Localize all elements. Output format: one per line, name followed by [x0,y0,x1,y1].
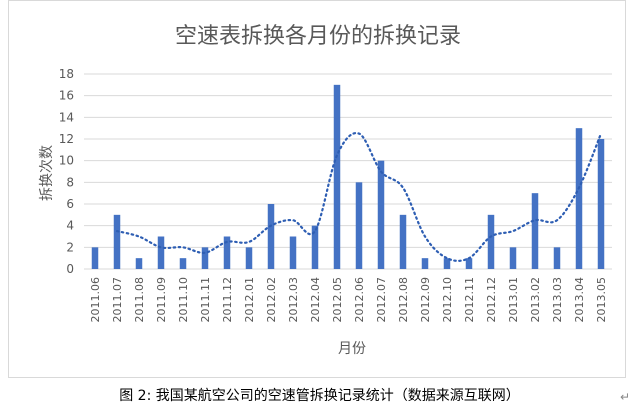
y-tick-label: 12 [59,132,74,146]
bar-2011.10 [179,258,187,269]
x-axis-label: 月份 [338,341,366,357]
bar-2013.01 [509,247,517,269]
bar-2012.03 [289,236,297,269]
x-tick-label: 2013.03 [551,277,564,323]
bar-2012.11 [465,258,473,269]
y-tick-label: 18 [59,67,74,81]
x-tick-label: 2013.04 [573,277,586,323]
y-tick-label: 6 [66,197,74,211]
bar-2011.09 [157,236,165,269]
x-tick-labels: 2011.06 2011.07 2011.08 2011.09 2011.10 2011.… [89,277,608,323]
x-tick-label: 2012.04 [309,277,322,323]
bar-series [91,84,605,269]
bar-2012.09 [421,258,429,269]
x-tick-label: 2012.03 [287,277,300,323]
x-tick-label: 2012.06 [353,277,366,323]
bar-2011.06 [91,247,99,269]
x-tick-label: 2013.05 [595,277,608,323]
x-tick-label: 2012.07 [375,277,388,323]
y-tick-labels: 0 2 4 6 8 10 12 14 16 18 [59,67,74,276]
y-tick-label: 14 [59,110,74,124]
x-tick-label: 2011.11 [199,277,212,323]
bar-2011.11 [201,247,209,269]
x-tick-label: 2013.02 [529,277,542,323]
y-tick-label: 16 [59,89,74,103]
chart-title: 空速表拆换各月份的拆换记录 [175,24,461,49]
x-tick-label: 2013.01 [507,277,520,323]
bar-2013.02 [531,193,539,269]
bar-2013.04 [575,128,583,269]
x-tick-label: 2011.12 [221,277,234,323]
chart-frame: 空速表拆换各月份的拆换记录 0 2 4 6 8 10 12 14 16 18 2011.06 201… [8,0,626,378]
bar-2012.10 [443,258,451,269]
bar-2012.04 [311,225,319,269]
bar-2012.02 [267,204,275,269]
figure-caption: 图 2: 我国某航空公司的空速管拆换记录统计（数据来源互联网） [0,385,639,405]
bar-2012.08 [399,214,407,269]
bar-2012.06 [355,182,363,269]
bar-2013.05 [597,139,605,269]
bar-2011.12 [223,236,231,269]
x-tick-label: 2012.05 [331,277,344,323]
x-tick-label: 2012.11 [463,277,476,323]
y-tick-label: 0 [66,262,74,276]
x-tick-label: 2011.10 [177,277,190,323]
x-tick-label: 2011.09 [155,277,168,323]
grid-layer [84,73,612,270]
x-tick-label: 2011.06 [89,277,102,323]
x-tick-label: 2011.08 [133,277,146,323]
y-tick-label: 4 [66,219,74,233]
caption-text: 图 2: 我国某航空公司的空速管拆换记录统计（数据来源互联网） [119,388,520,404]
bar-2012.05 [333,84,341,269]
bar-2013.03 [553,247,561,269]
x-tick-label: 2011.07 [111,277,124,323]
x-tick-label: 2012.09 [419,277,432,323]
bar-2012.12 [487,214,495,269]
y-tick-label: 10 [59,154,74,168]
x-tick-label: 2012.10 [441,277,454,323]
x-tick-label: 2012.01 [243,277,256,323]
y-tick-label: 8 [66,175,74,189]
bar-2011.07 [113,214,121,269]
paragraph-return-mark: ↵ [620,390,631,404]
bar-2011.08 [135,258,143,269]
trendline-series [115,131,603,262]
y-tick-label: 2 [66,240,74,254]
x-tick-label: 2012.08 [397,277,410,323]
y-axis-label: 拆换次数 [38,145,55,201]
trendline-path [115,131,603,262]
x-tick-label: 2012.02 [265,277,278,323]
bar-2012.07 [377,160,385,269]
bar-2012.01 [245,247,253,269]
x-tick-label: 2012.12 [485,277,498,323]
